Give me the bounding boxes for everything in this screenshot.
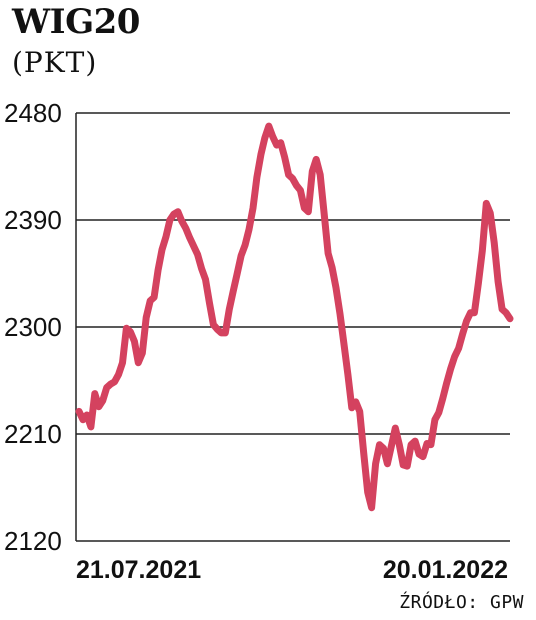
y-tick-label: 2480 (4, 98, 62, 128)
source-note: ŹRÓDŁO: GPW (399, 592, 524, 613)
y-tick-label: 2210 (4, 419, 62, 449)
y-tick-label: 2120 (4, 526, 62, 556)
y-tick-label: 2300 (4, 312, 62, 342)
chart-title: WIG20 (12, 2, 140, 42)
y-tick-label: 2390 (4, 205, 62, 235)
x-tick-label: 21.07.2021 (76, 556, 201, 584)
y-axis-unit-label: (PKT) (12, 46, 98, 79)
x-tick-label: 20.01.2022 (383, 556, 508, 584)
series-line (75, 122, 514, 512)
